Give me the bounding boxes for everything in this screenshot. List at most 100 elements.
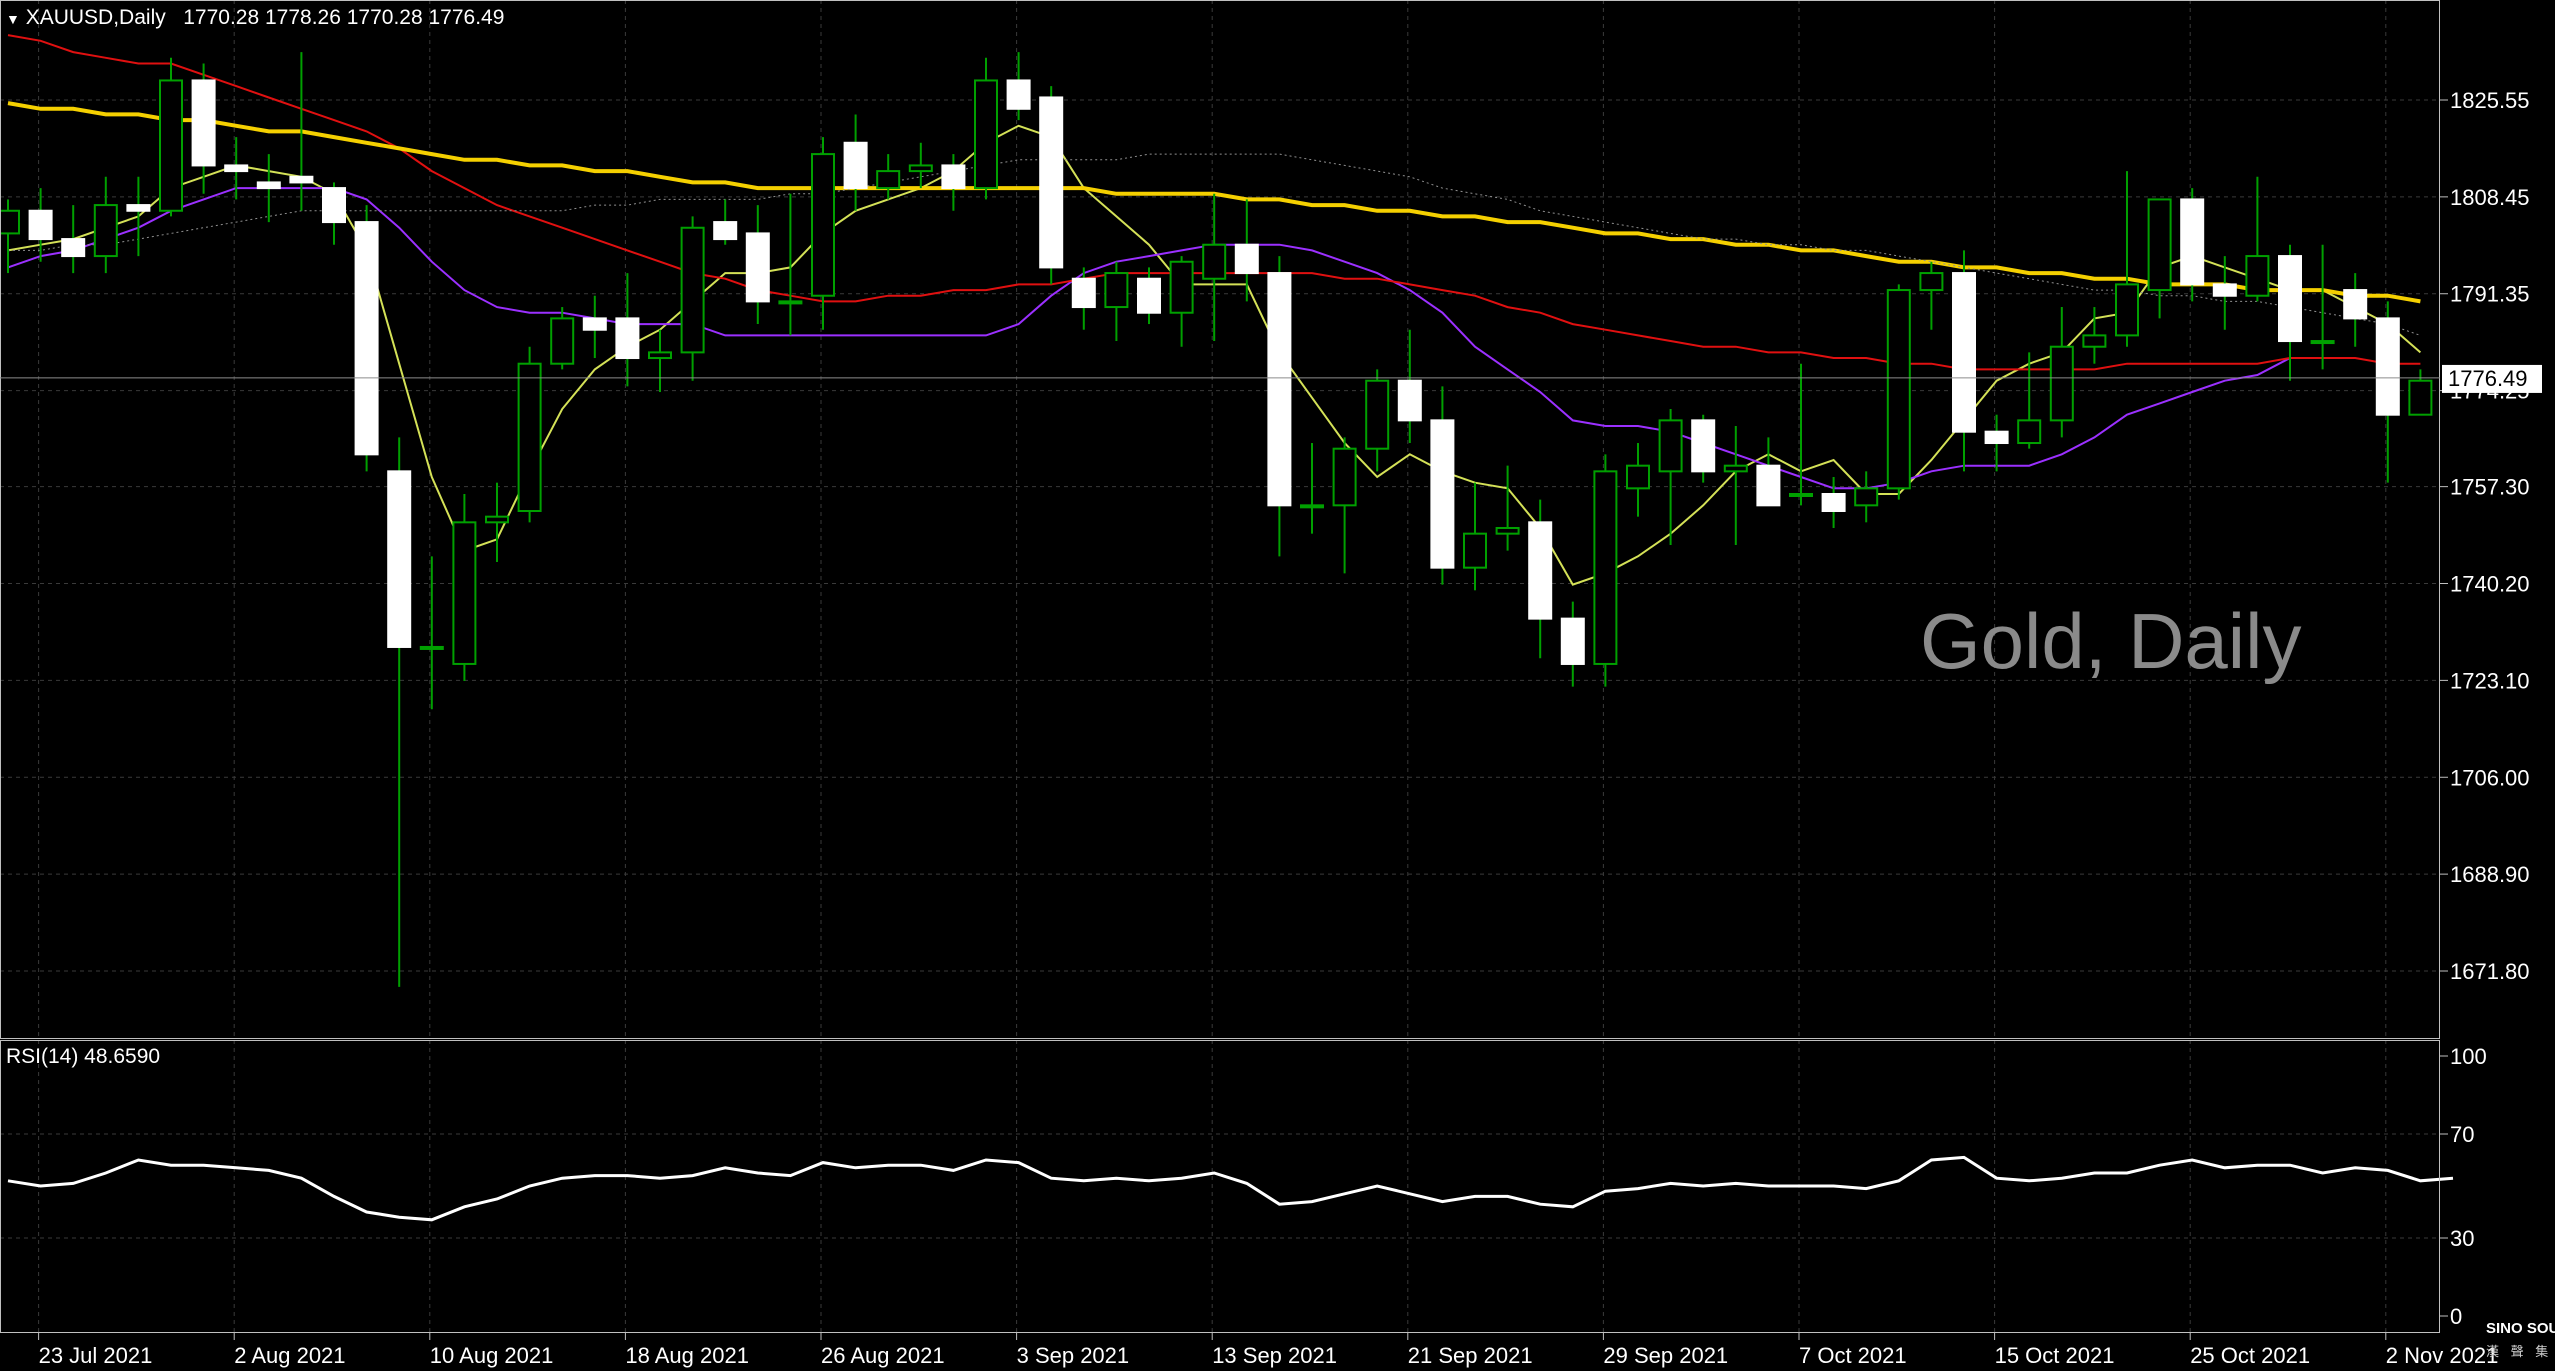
candle-bear [191,79,216,167]
y-tick-label: 1706.00 [2450,765,2530,790]
y-tick-label: 1808.45 [2450,185,2530,210]
candle-bull [1202,243,1227,280]
collapse-triangle-icon[interactable]: ▼ [6,11,20,27]
candle-bear [322,187,346,224]
candle-bull [2310,340,2335,345]
candle-bear [289,175,314,184]
candle-bear [1234,243,1259,275]
x-tick-label: 25 Oct 2021 [2190,1343,2310,1368]
logo-subtext: 漢 聲 集 團 [2486,1344,2555,1359]
candle-bear [2375,317,2400,416]
candle-bear [354,221,379,456]
candle-bear [745,232,770,303]
candle-bear [1071,277,1096,309]
candle-bull [2147,198,2172,292]
rsi-tick-label: 100 [2450,1044,2487,1069]
candle-bear [2343,289,2368,320]
logo: SINO SOUND 漢 聲 集 團 [2486,1318,2555,1371]
last-price-label: 1776.49 [0,364,2542,393]
candle-bull [1723,464,1748,473]
candle-bull [1593,470,1618,665]
candle-bull [778,300,803,305]
candle-bull [159,79,183,212]
candle-bear [387,470,412,648]
chart-header: ▼ XAUUSD,Daily 1770.28 1778.26 1770.28 1… [6,6,504,30]
candle-bear [256,181,281,190]
rsi-title: RSI(14) 48.6590 [6,1045,161,1068]
candle-bear [61,238,86,258]
candle-bull [1789,493,1813,498]
candle-bull [1104,272,1129,309]
candle-bull [1300,504,1324,509]
candle-bull [1463,532,1487,569]
x-tick-label: 3 Sep 2021 [1017,1343,1130,1368]
main-frame [0,0,2440,1039]
x-tick-label: 10 Aug 2021 [430,1343,554,1368]
candle-bull [1169,260,1194,314]
y-tick-label: 1825.55 [2450,88,2530,113]
candle-bear [713,221,738,241]
time-axis: 23 Jul 2021 2 Aug 2021 10 Aug 2021 18 Aug 2… [38,1332,2499,1368]
candle-bull [648,351,672,360]
candle-bear [1984,430,2009,445]
candle-bull [2082,334,2107,348]
x-tick-label: 7 Oct 2021 [1799,1343,1907,1368]
candle-bull [2115,283,2139,337]
rsi-axis: 100 70 30 0 [2440,1044,2487,1329]
candle-bear [1756,464,1781,507]
candle-bull [1919,272,1944,292]
candle-bear [224,164,249,173]
ohlc-values: 1770.28 1778.26 1770.28 1776.49 [183,6,505,29]
candle-bull [908,164,933,173]
candle-bear [1528,521,1553,620]
y-tick-label: 1723.10 [2450,668,2530,693]
candle-bull [1495,526,1520,535]
candle-bear [1560,617,1585,665]
candle-bull [1626,464,1650,490]
x-tick-label: 23 Jul 2021 [39,1343,153,1368]
y-tick-label: 1671.80 [2450,959,2530,984]
y-tick-label: 1740.20 [2450,572,2530,597]
rsi-line-group [7,1155,2454,1222]
candle-bull [811,153,835,297]
candle-bull [2245,255,2270,297]
candle-bull [1365,379,1390,450]
chart-watermark: Gold, Daily [1920,597,2302,685]
candle-bear [28,209,53,241]
candle-bull [876,170,901,190]
candle-bull [452,521,477,665]
y-tick-label: 1688.90 [2450,862,2530,887]
candle-bear [843,141,868,190]
rsi-tick-label: 70 [2450,1122,2474,1147]
candle-bull [1332,447,1357,507]
candle-bear [1430,419,1455,569]
y-tick-label: 1791.35 [2450,282,2530,307]
candle-bull [517,362,542,512]
candle-bull [485,515,509,524]
rsi-tick-label: 0 [2450,1304,2462,1329]
rsi-line [7,1155,2454,1222]
rsi-frame [0,1040,2440,1333]
candle-bear [1821,493,1846,512]
x-tick-label: 18 Aug 2021 [625,1343,749,1368]
y-tick-label: 1757.30 [2450,475,2530,500]
candle-bear [1267,272,1292,507]
ma-line-mid [7,187,2291,490]
candle-bull [680,226,705,354]
candle-bull [2408,379,2433,416]
rsi-grid [0,1040,2440,1332]
candle-bear [941,164,966,190]
rsi-tick-label: 30 [2450,1226,2474,1251]
candle-bull [0,209,20,235]
candle-bear [1691,419,1716,473]
candle-bull [550,317,575,365]
candle-bear [1137,277,1161,314]
candle-bear [582,317,607,331]
symbol-timeframe: XAUUSD,Daily [25,6,166,29]
candle-bull [93,204,118,258]
candle-bear [2278,255,2302,343]
candle-bull [1886,289,1911,490]
x-tick-label: 2 Nov 2021 [2386,1343,2499,1368]
candle-bear [615,317,640,360]
candle-bear [1952,272,1976,433]
